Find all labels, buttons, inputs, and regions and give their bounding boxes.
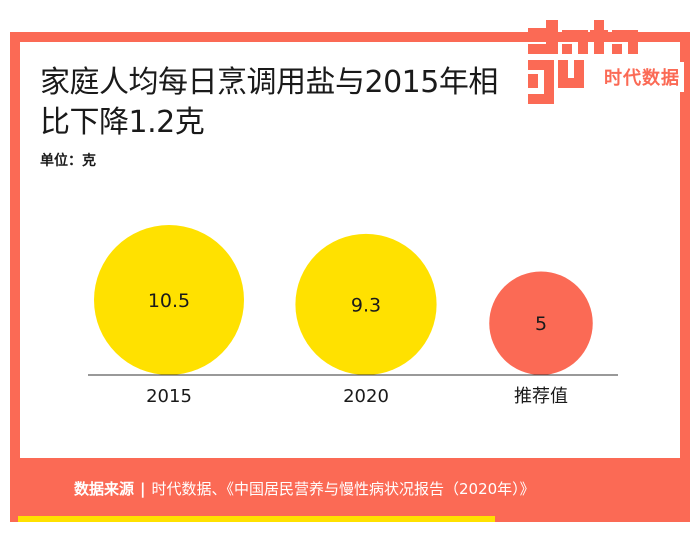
accent-bar [18,516,495,522]
source-separator: | [140,480,146,498]
source-footer: 数据来源 | 时代数据、《中国居民营养与慢性病状况报告（2020年）》 [74,478,535,499]
bubble-value-label: 9.3 [351,294,381,316]
source-text: 时代数据、《中国居民营养与慢性病状况报告（2020年）》 [151,480,535,498]
source-label: 数据来源 [74,480,135,498]
bubble-1 [295,233,437,375]
unit-label: 单位：克 [40,153,96,169]
category-label: 推荐值 [514,386,568,407]
chart-title: 家庭人均每日烹调用盐与2015年相比下降1.2克 [40,65,498,140]
datagood-logo-icon [528,20,638,104]
bubble-value-label: 10.5 [148,290,190,312]
category-label: 2015 [146,386,192,407]
brand-name: 时代数据 [600,62,684,92]
brand-logo: 时代数据 [528,8,690,114]
bubble-value-label: 5 [535,313,547,335]
bubble-0 [94,225,244,375]
category-label: 2020 [343,386,389,407]
bubble-2 [489,271,593,375]
